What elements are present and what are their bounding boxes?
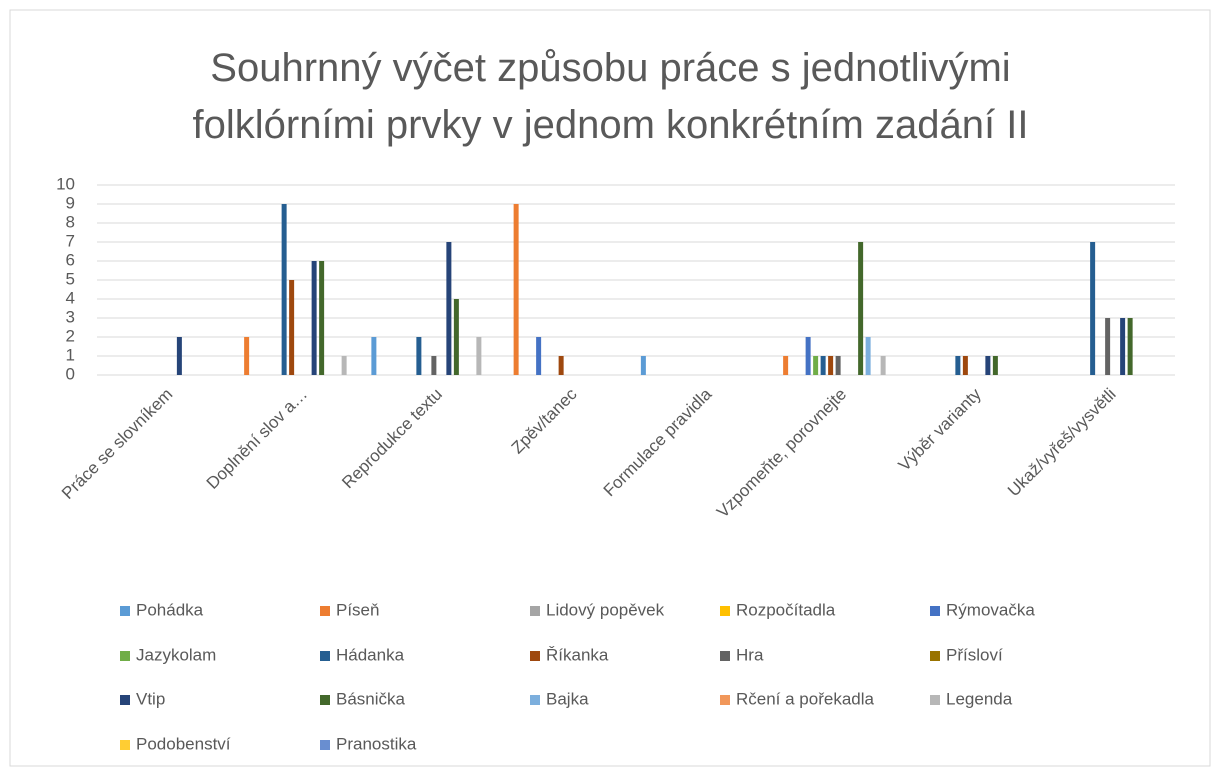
legend-swatch — [120, 740, 130, 750]
legend-label: Hra — [736, 645, 764, 664]
bar — [281, 204, 287, 375]
legend-swatch — [320, 651, 330, 661]
chart-title: Souhrnný výčet způsobu práce s jednotliv… — [192, 46, 1029, 147]
legend-swatch — [930, 606, 940, 616]
bar — [820, 356, 826, 375]
legend-swatch — [120, 695, 130, 705]
y-tick-label: 2 — [66, 326, 75, 345]
legend-label: Podobenství — [136, 734, 231, 753]
legend-swatch — [720, 695, 730, 705]
bar — [416, 337, 422, 375]
bar — [476, 337, 482, 375]
bar — [835, 356, 841, 375]
bar — [962, 356, 968, 375]
legend-label: Píseň — [336, 600, 379, 619]
legend-label: Bajka — [546, 689, 589, 708]
y-tick-label: 5 — [66, 269, 75, 288]
legend-swatch — [530, 695, 540, 705]
bar — [311, 261, 317, 375]
legend-swatch — [530, 651, 540, 661]
legend-swatch — [530, 606, 540, 616]
legend-swatch — [930, 695, 940, 705]
legend-label: Rozpočítadla — [736, 600, 836, 619]
y-tick-label: 4 — [66, 288, 75, 307]
y-tick-label: 0 — [66, 364, 75, 383]
y-tick-label: 10 — [56, 174, 75, 193]
bar — [858, 242, 864, 375]
legend-swatch — [320, 695, 330, 705]
legend-swatch — [320, 740, 330, 750]
legend-swatch — [720, 651, 730, 661]
legend-swatch — [930, 651, 940, 661]
bar — [783, 356, 789, 375]
bar — [992, 356, 998, 375]
bar — [431, 356, 437, 375]
y-tick-label: 8 — [66, 212, 75, 231]
legend-label: Hádanka — [336, 645, 405, 664]
bar — [289, 280, 295, 375]
bar — [446, 242, 452, 375]
bar — [536, 337, 542, 375]
bar — [805, 337, 811, 375]
bar — [828, 356, 834, 375]
legend-label: Říkanka — [546, 645, 609, 664]
bar — [1105, 318, 1111, 375]
chart-border — [9, 9, 1211, 767]
bar — [955, 356, 961, 375]
legend-label: Vtip — [136, 689, 165, 708]
y-tick-label: 6 — [66, 250, 75, 269]
bar — [1090, 242, 1096, 375]
bar — [1127, 318, 1133, 375]
bar — [640, 356, 646, 375]
legend-swatch — [720, 606, 730, 616]
legend-label: Legenda — [946, 689, 1013, 708]
legend-label: Pohádka — [136, 600, 204, 619]
bar — [880, 356, 886, 375]
bar — [513, 204, 519, 375]
legend-label: Pranostika — [336, 734, 417, 753]
legend-label: Rýmovačka — [946, 600, 1035, 619]
bar — [341, 356, 347, 375]
bar — [453, 299, 459, 375]
bar — [813, 356, 819, 375]
legend-label: Básnička — [336, 689, 406, 708]
bar — [371, 337, 377, 375]
bar — [558, 356, 564, 375]
bar — [985, 356, 991, 375]
legend-label: Jazykolam — [136, 645, 216, 664]
legend-swatch — [120, 606, 130, 616]
y-tick-label: 1 — [66, 345, 75, 364]
bar — [319, 261, 325, 375]
y-tick-label: 7 — [66, 231, 75, 250]
bar — [1120, 318, 1126, 375]
bar — [244, 337, 250, 375]
legend-swatch — [120, 651, 130, 661]
bar — [176, 337, 182, 375]
y-tick-label: 9 — [66, 193, 75, 212]
legend-label: Rčení a pořekadla — [736, 689, 875, 708]
legend-label: Přísloví — [946, 645, 1003, 664]
y-tick-label: 3 — [66, 307, 75, 326]
legend-swatch — [320, 606, 330, 616]
bar — [865, 337, 871, 375]
legend-label: Lidový popěvek — [546, 600, 665, 619]
